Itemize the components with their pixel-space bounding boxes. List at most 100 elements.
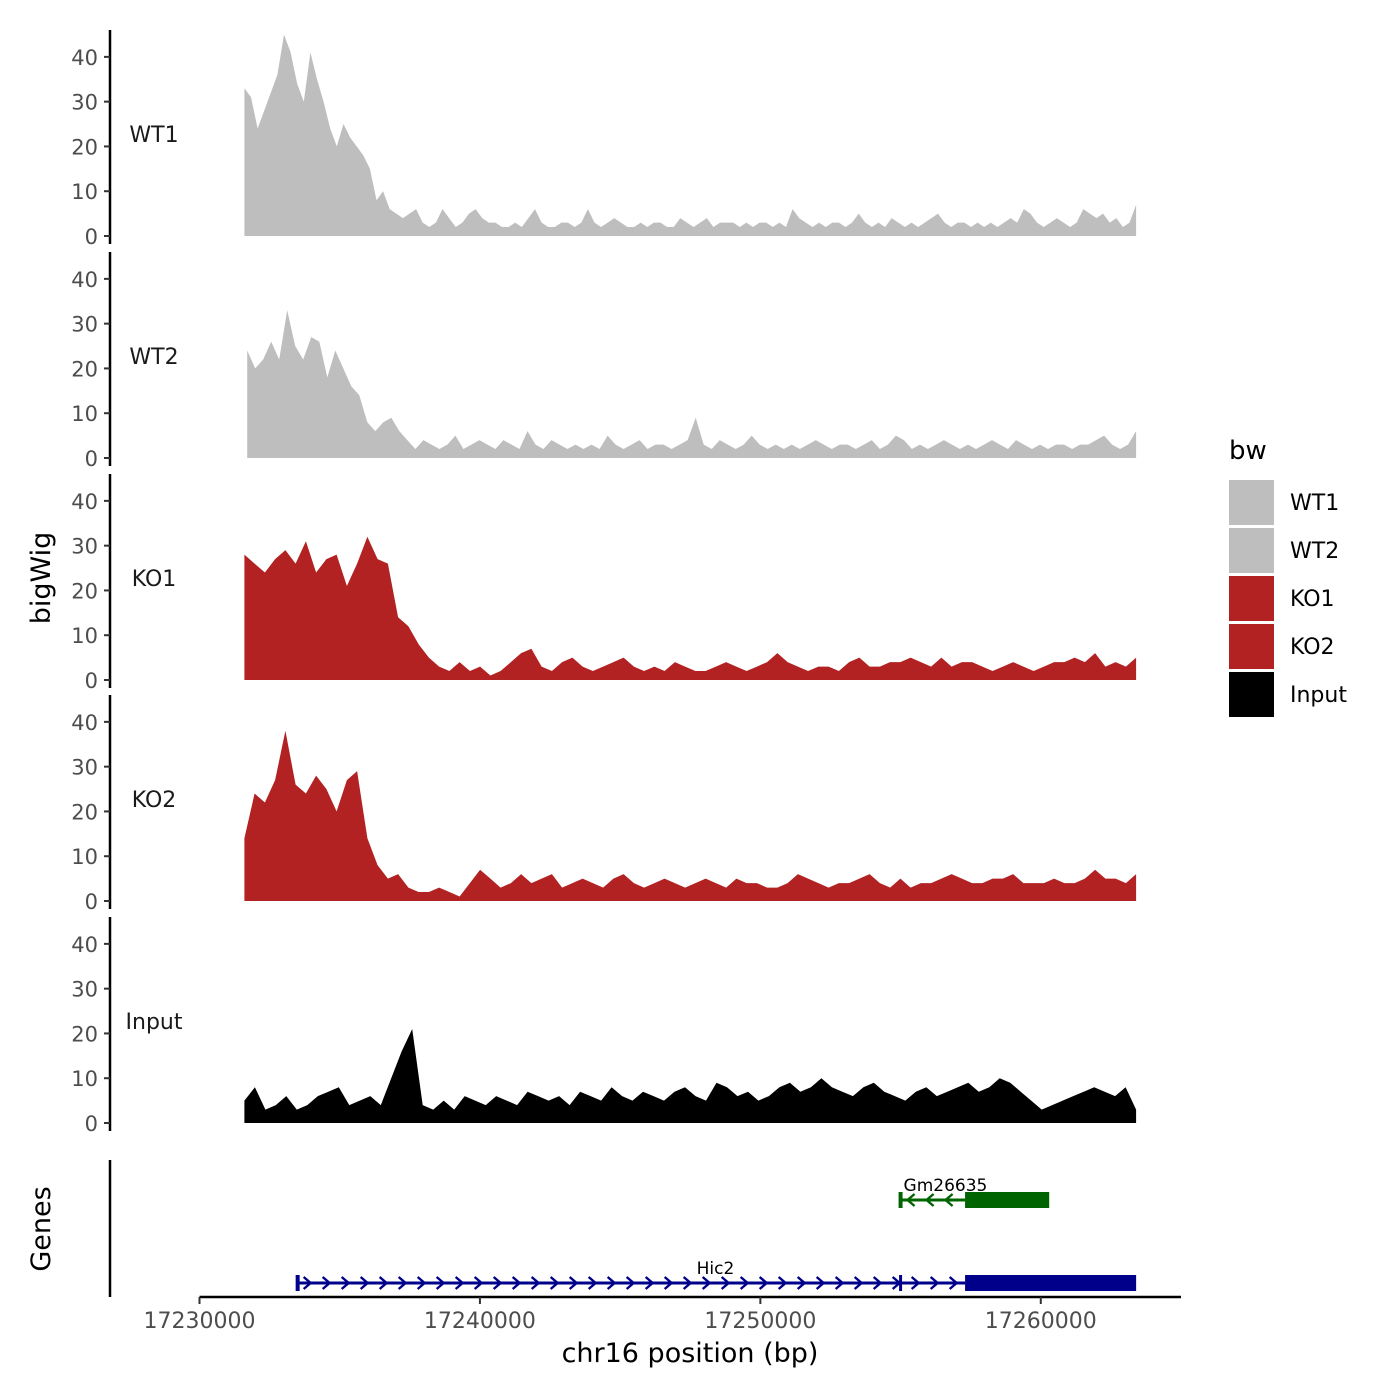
track-label: WT2 bbox=[129, 345, 178, 370]
strand-arrow bbox=[321, 1276, 332, 1290]
strand-arrow bbox=[758, 1276, 769, 1290]
y-tick-label: 20 bbox=[71, 357, 98, 381]
legend-item-ko1: KO1 bbox=[1229, 576, 1335, 621]
legend-label: WT1 bbox=[1290, 491, 1339, 516]
strand-arrow bbox=[924, 1193, 935, 1207]
legend-label: KO2 bbox=[1290, 635, 1335, 660]
y-tick-label: 30 bbox=[71, 756, 98, 780]
genes-panel-title: Genes bbox=[26, 1186, 57, 1271]
legend-swatch bbox=[1229, 624, 1274, 669]
strand-arrow bbox=[796, 1276, 807, 1290]
strand-arrow bbox=[663, 1276, 674, 1290]
strand-arrow bbox=[720, 1276, 731, 1290]
coverage-area-wt2 bbox=[247, 310, 1137, 458]
strand-arrow bbox=[625, 1276, 636, 1290]
x-tick-label: 17260000 bbox=[985, 1309, 1097, 1334]
x-axis: 17230000 17240000 17250000 17260000 bbox=[144, 1295, 1181, 1334]
legend-label: WT2 bbox=[1290, 539, 1339, 564]
legend-label: KO1 bbox=[1290, 587, 1335, 612]
x-axis-title: chr16 position (bp) bbox=[562, 1338, 819, 1369]
strand-arrow bbox=[549, 1276, 560, 1290]
y-tick-label: 0 bbox=[85, 447, 98, 471]
y-tick-label: 30 bbox=[71, 535, 98, 559]
coverage-area-ko1 bbox=[244, 536, 1137, 680]
strand-arrow bbox=[606, 1276, 617, 1290]
coverage-area-ko2 bbox=[244, 730, 1137, 901]
strand-arrow bbox=[511, 1276, 522, 1290]
track-input: 0 10 20 30 40 Input bbox=[71, 917, 1137, 1136]
track-label: KO2 bbox=[132, 788, 177, 813]
gene-hic2: Hic2 bbox=[295, 1259, 1137, 1291]
x-tick-label: 17240000 bbox=[424, 1309, 536, 1334]
track-label: Input bbox=[126, 1010, 183, 1035]
y-tick-label: 0 bbox=[85, 1112, 98, 1136]
y-tick-label: 40 bbox=[71, 268, 98, 292]
strand-arrow bbox=[815, 1276, 826, 1290]
track-label: WT1 bbox=[129, 123, 178, 148]
strand-arrow bbox=[378, 1276, 389, 1290]
strand-arrow bbox=[359, 1276, 370, 1290]
coverage-area-input bbox=[244, 1029, 1137, 1123]
strand-arrow bbox=[340, 1276, 351, 1290]
x-tick-label: 17230000 bbox=[144, 1309, 256, 1334]
strand-arrow bbox=[739, 1276, 750, 1290]
y-tick-label: 40 bbox=[71, 933, 98, 957]
gene-exon-block bbox=[965, 1275, 1137, 1291]
y-tick-label: 10 bbox=[71, 845, 98, 869]
track-ko1: 0 10 20 30 40 KO1 bbox=[71, 474, 1137, 693]
track-wt1: 0 10 20 30 40 WT1 bbox=[71, 30, 1137, 249]
legend-title: bw bbox=[1229, 436, 1267, 466]
legend-item-wt1: WT1 bbox=[1229, 480, 1339, 525]
legend-swatch bbox=[1229, 672, 1274, 717]
strand-arrow bbox=[701, 1276, 712, 1290]
legend-item-ko2: KO2 bbox=[1229, 624, 1335, 669]
strand-arrow bbox=[416, 1276, 427, 1290]
y-tick-label: 10 bbox=[71, 180, 98, 204]
y-tick-label: 0 bbox=[85, 669, 98, 693]
gene-label: Gm26635 bbox=[904, 1176, 988, 1196]
strand-arrow bbox=[644, 1276, 655, 1290]
gene-annotation-panel: Gm26635 Hic2 bbox=[108, 1160, 1137, 1297]
gene-exon-block bbox=[965, 1192, 1050, 1208]
strand-arrow bbox=[302, 1276, 313, 1290]
strand-arrow bbox=[492, 1276, 503, 1290]
track-label: KO1 bbox=[132, 567, 177, 592]
gene-gm26635: Gm26635 bbox=[898, 1176, 1050, 1208]
y-tick-label: 10 bbox=[71, 1067, 98, 1091]
strand-arrow bbox=[530, 1276, 541, 1290]
strand-arrow bbox=[929, 1276, 940, 1290]
y-tick-label: 10 bbox=[71, 402, 98, 426]
coverage-tracks: 0 10 20 30 40 WT1 0 10 20 30 40 WT2 0 10 20 30 40 KO1 0 10 2… bbox=[71, 30, 1137, 1136]
legend-swatch bbox=[1229, 528, 1274, 573]
y-tick-label: 0 bbox=[85, 890, 98, 914]
strand-arrow bbox=[454, 1276, 465, 1290]
x-tick-label: 17250000 bbox=[704, 1309, 816, 1334]
y-tick-label: 20 bbox=[71, 1022, 98, 1046]
strand-arrow bbox=[834, 1276, 845, 1290]
track-ko2: 0 10 20 30 40 KO2 bbox=[71, 695, 1137, 914]
legend: bw WT1 WT2 KO1 KO2 Input bbox=[1229, 436, 1347, 717]
track-wt2: 0 10 20 30 40 WT2 bbox=[71, 252, 1137, 471]
y-tick-label: 40 bbox=[71, 490, 98, 514]
y-tick-label: 0 bbox=[85, 225, 98, 249]
legend-swatch bbox=[1229, 576, 1274, 621]
legend-item-input: Input bbox=[1229, 672, 1347, 717]
strand-arrow bbox=[587, 1276, 598, 1290]
strand-arrow bbox=[948, 1276, 959, 1290]
gene-label: Hic2 bbox=[697, 1259, 735, 1279]
strand-arrow bbox=[910, 1276, 921, 1290]
y-axis-title: bigWig bbox=[26, 532, 57, 625]
strand-arrow bbox=[568, 1276, 579, 1290]
strand-arrow bbox=[397, 1276, 408, 1290]
strand-arrow bbox=[473, 1276, 484, 1290]
strand-arrow bbox=[682, 1276, 693, 1290]
coverage-area-wt1 bbox=[244, 34, 1137, 236]
strand-arrow bbox=[872, 1276, 883, 1290]
y-tick-label: 30 bbox=[71, 313, 98, 337]
y-tick-label: 30 bbox=[71, 91, 98, 115]
y-tick-label: 20 bbox=[71, 800, 98, 824]
legend-swatch bbox=[1229, 480, 1274, 525]
strand-arrow bbox=[905, 1193, 916, 1207]
strand-arrow bbox=[777, 1276, 788, 1290]
